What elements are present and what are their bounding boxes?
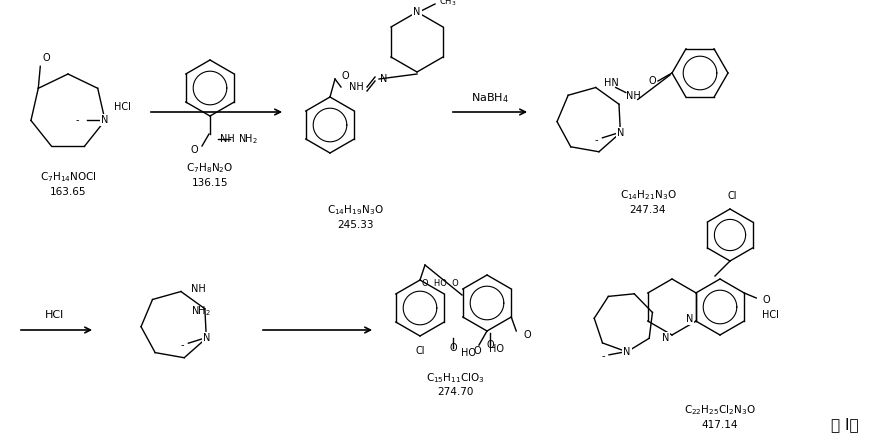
- Text: O: O: [648, 76, 656, 86]
- Text: HCl: HCl: [45, 310, 64, 320]
- Text: O: O: [190, 145, 198, 155]
- Text: 163.65: 163.65: [50, 187, 86, 197]
- Text: O: O: [341, 71, 348, 81]
- Text: N: N: [623, 347, 631, 357]
- Text: Cl: Cl: [415, 346, 425, 356]
- Text: N: N: [617, 128, 624, 138]
- Text: O: O: [762, 295, 770, 305]
- Text: N: N: [414, 7, 421, 17]
- Text: 417.14: 417.14: [702, 420, 739, 430]
- Text: C$_7$H$_8$N$_2$O: C$_7$H$_8$N$_2$O: [186, 161, 234, 175]
- Text: 247.34: 247.34: [630, 205, 667, 215]
- Text: HN: HN: [604, 78, 619, 88]
- Text: C$_{14}$H$_{19}$N$_3$O: C$_{14}$H$_{19}$N$_3$O: [327, 203, 383, 217]
- Text: C$_{14}$H$_{21}$N$_3$O: C$_{14}$H$_{21}$N$_3$O: [620, 188, 676, 202]
- Text: HCl: HCl: [114, 102, 131, 112]
- Text: 136.15: 136.15: [192, 178, 229, 188]
- Text: HCl: HCl: [762, 310, 779, 320]
- Text: NH: NH: [220, 134, 235, 144]
- Text: NH: NH: [191, 284, 206, 294]
- Text: 274.70: 274.70: [437, 387, 474, 397]
- Text: N: N: [102, 116, 109, 125]
- Text: N: N: [380, 74, 388, 84]
- Text: NH: NH: [626, 90, 640, 101]
- Text: HO: HO: [461, 348, 476, 358]
- Text: N: N: [686, 314, 693, 324]
- Text: NH: NH: [349, 82, 364, 92]
- Text: -: -: [595, 135, 599, 145]
- Text: CH$_3$: CH$_3$: [439, 0, 456, 8]
- Text: O: O: [474, 346, 481, 356]
- Text: NH$_2$: NH$_2$: [191, 305, 211, 319]
- Text: O  HO  O: O HO O: [421, 279, 458, 288]
- Text: C$_{15}$H$_{11}$ClO$_3$: C$_{15}$H$_{11}$ClO$_3$: [426, 371, 484, 385]
- Text: O: O: [486, 340, 494, 350]
- Text: C$_{22}$H$_{25}$Cl$_2$N$_3$O: C$_{22}$H$_{25}$Cl$_2$N$_3$O: [684, 403, 756, 417]
- Text: NH$_2$: NH$_2$: [238, 132, 258, 146]
- Text: NaBH$_4$: NaBH$_4$: [471, 91, 509, 105]
- Text: -: -: [181, 340, 184, 350]
- Text: N: N: [202, 333, 210, 343]
- Text: N: N: [661, 333, 669, 343]
- Text: O: O: [43, 53, 50, 63]
- Text: C$_7$H$_{14}$NOCl: C$_7$H$_{14}$NOCl: [40, 170, 96, 184]
- Text: 式 I。: 式 I。: [831, 417, 859, 432]
- Text: O: O: [449, 343, 457, 353]
- Text: O: O: [523, 330, 531, 340]
- Text: -: -: [76, 116, 79, 125]
- Text: HO: HO: [489, 344, 504, 354]
- Text: -: -: [601, 351, 605, 361]
- Text: 245.33: 245.33: [337, 220, 374, 230]
- Text: Cl: Cl: [727, 191, 737, 201]
